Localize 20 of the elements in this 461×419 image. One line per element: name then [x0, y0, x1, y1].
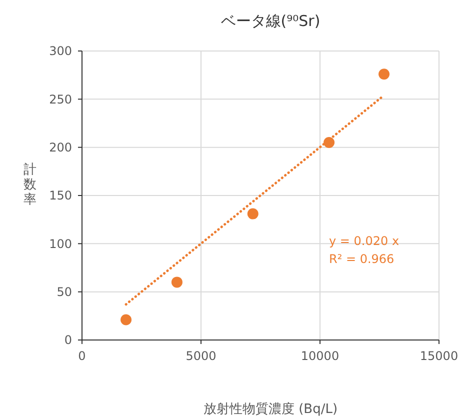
x-tick-label: 0 — [78, 349, 86, 363]
y-tick-label: 100 — [49, 236, 72, 251]
point — [120, 314, 132, 326]
point — [247, 208, 258, 220]
y-tick-label: 250 — [49, 92, 72, 106]
annotation: R² = 0.966 — [329, 252, 394, 266]
y-tick-label: 200 — [49, 140, 72, 155]
y-axis-title: 計数率 — [24, 162, 36, 208]
point — [171, 276, 182, 288]
point — [378, 68, 390, 80]
y-tick-label: 300 — [49, 44, 72, 58]
y-tick-label: 0 — [64, 333, 72, 348]
chart-title: ベータ線(⁹⁰Sr) — [220, 12, 320, 30]
y-tick-label: 50 — [56, 285, 72, 300]
y-tick-label: 150 — [49, 188, 72, 203]
x-tick-label: 15000 — [420, 349, 458, 363]
x-tick-label: 5000 — [186, 349, 216, 363]
x-tick-label: 10000 — [300, 349, 340, 363]
annotation: y = 0.020 x — [329, 234, 400, 248]
x-axis-title: 放射性物質濃度 (Bq/L) — [203, 401, 338, 417]
